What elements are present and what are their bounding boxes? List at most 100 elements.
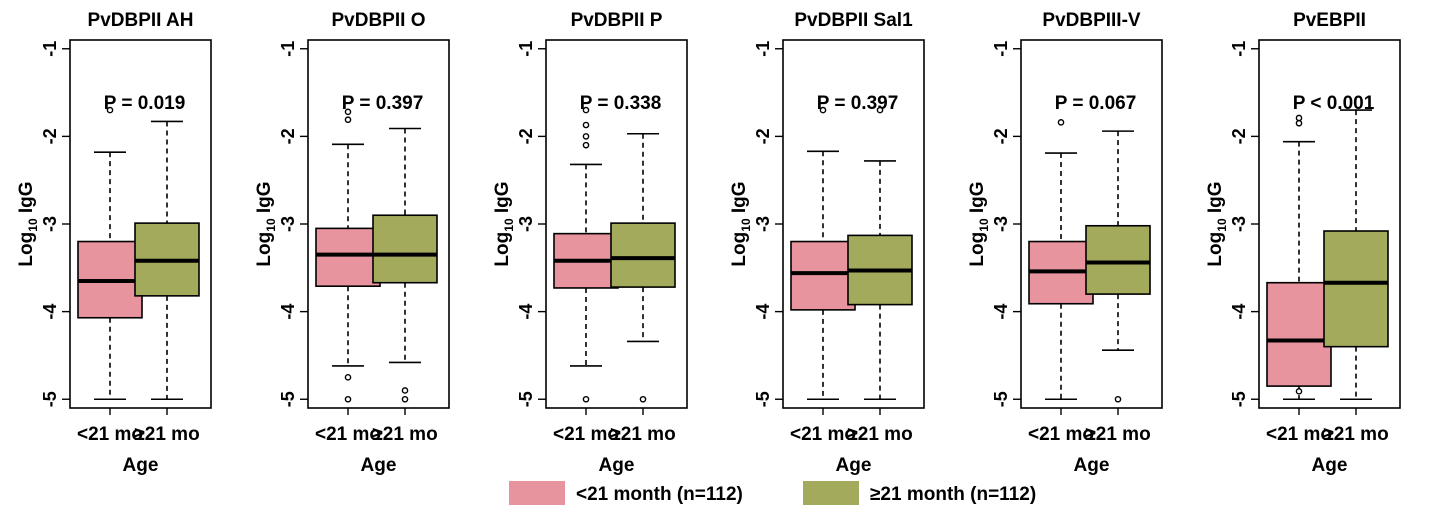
outlier-point (1114, 395, 1122, 403)
y-axis-label-subscript: 10 (502, 218, 516, 232)
panel-title: PvDBPII AH (88, 10, 194, 31)
p-value-label: P = 0.338 (580, 93, 662, 114)
outlier-point (1295, 119, 1303, 127)
y-axis-label-main: Log (254, 232, 275, 267)
y-axis-label: Log10 IgG (967, 181, 991, 266)
y-axis-label: Log10 IgG (254, 181, 278, 266)
y-tick-label: -2 (991, 128, 1011, 144)
y-axis-label-subscript: 10 (26, 218, 40, 232)
outlier-point (1057, 119, 1065, 126)
y-tick-label: -3 (753, 216, 773, 232)
y-tick-label: -1 (1229, 41, 1249, 57)
outlier-point (582, 141, 590, 149)
outlier-point (401, 395, 409, 403)
outlier-point (344, 395, 352, 403)
y-tick-label: -4 (753, 304, 773, 320)
y-tick-label: -4 (40, 304, 60, 320)
outlier-point (639, 395, 647, 403)
iqr-box (372, 214, 438, 284)
y-axis-label: Log10 IgG (492, 181, 516, 266)
iqr-box (1085, 224, 1151, 295)
x-tick-label: <21 mo (1266, 424, 1332, 445)
panel-3: PvDBPII Sal1 -1 -2 -3 -4 -5 Log10 IgG <21 mo≥21… (729, 10, 925, 476)
x-tick-label: <21 mo (790, 424, 856, 445)
x-axis-label: Age (599, 455, 635, 476)
iqr-box (790, 240, 856, 311)
panel-title: PvDBPII O (332, 10, 426, 31)
outlier-point (582, 106, 590, 114)
y-tick-label: -2 (516, 128, 536, 144)
x-tick-label: <21 mo (315, 424, 381, 445)
y-tick-label: -4 (278, 304, 298, 320)
p-value-label: P = 0.397 (817, 93, 899, 114)
panel-1: PvDBPII O -1 -2 -3 -4 -5 Log10 IgG <21 mo≥21 mo… (254, 10, 450, 476)
outlier-point (819, 106, 827, 114)
x-tick-label: ≥21 mo (847, 424, 912, 445)
legend-swatch (509, 481, 565, 505)
y-tick-label: -3 (40, 216, 60, 232)
y-axis-label-subscript: 10 (739, 218, 753, 232)
y-tick-label: -2 (40, 128, 60, 144)
y-axis-label-rest: IgG (492, 181, 513, 218)
x-axis-label: Age (836, 455, 872, 476)
outlier-point (582, 121, 590, 129)
panel-0: PvDBPII AH -1 -2 -3 -4 -5 Log10 IgG <21 mo≥21 m… (16, 10, 212, 476)
y-axis-label-main: Log (1205, 232, 1226, 267)
y-axis-label: Log10 IgG (16, 181, 40, 266)
y-axis-label-main: Log (16, 232, 37, 267)
outlier-point (106, 106, 114, 114)
y-tick-label: -5 (753, 391, 773, 407)
iqr-box (315, 227, 381, 288)
x-axis-label: Age (1312, 455, 1348, 476)
panel-2: PvDBPII P -1 -2 -3 -4 -5 Log10 IgG <21 mo≥21 mo… (492, 10, 688, 476)
x-tick-label: <21 mo (1028, 424, 1094, 445)
y-tick-label: -1 (753, 41, 773, 57)
y-tick-label: -5 (40, 391, 60, 407)
outlier-point (582, 133, 590, 140)
outlier-point (344, 108, 352, 116)
legend-label: ≥21 month (n=112) (870, 484, 1036, 505)
x-tick-label: ≥21 mo (134, 424, 199, 445)
iqr-box (1266, 281, 1332, 387)
y-tick-label: -4 (516, 304, 536, 320)
y-tick-label: -5 (991, 391, 1011, 407)
p-value-label: P = 0.019 (104, 93, 186, 114)
p-value-label: P = 0.067 (1055, 93, 1137, 114)
y-tick-label: -3 (1229, 216, 1249, 232)
x-tick-label: <21 mo (77, 424, 143, 445)
iqr-box (1323, 230, 1389, 348)
panel-5: PvEBPII -1 -2 -3 -4 -5 Log10 IgG <21 mo≥21 mo Ag… (1205, 10, 1401, 476)
y-axis-label-main: Log (492, 232, 513, 267)
p-value-label: P = 0.397 (342, 93, 424, 114)
outlier-point (876, 106, 884, 114)
y-axis-label-main: Log (729, 232, 750, 267)
y-axis-label-rest: IgG (729, 181, 750, 218)
iqr-box (610, 222, 676, 288)
y-tick-label: -5 (516, 391, 536, 407)
y-tick-label: -3 (991, 216, 1011, 232)
y-tick-label: -5 (278, 391, 298, 407)
legend-label: <21 month (n=112) (576, 484, 743, 505)
y-axis-label-rest: IgG (967, 181, 988, 218)
legend-swatch (803, 481, 859, 505)
panel-title: PvDBPII Sal1 (794, 10, 913, 31)
y-axis-label: Log10 IgG (729, 181, 753, 266)
y-axis-label-subscript: 10 (264, 218, 278, 232)
x-axis-label: Age (123, 455, 159, 476)
y-axis-label-subscript: 10 (1215, 218, 1229, 232)
x-axis-label: Age (1074, 455, 1110, 476)
x-tick-label: ≥21 mo (1085, 424, 1150, 445)
y-tick-label: -1 (40, 41, 60, 57)
outlier-point (344, 374, 352, 381)
p-value-label: P < 0.001 (1293, 93, 1375, 114)
x-tick-label: ≥21 mo (372, 424, 437, 445)
y-axis-label: Log10 IgG (1205, 181, 1229, 266)
x-tick-label: <21 mo (553, 424, 619, 445)
y-tick-label: -3 (278, 216, 298, 232)
y-axis-label-rest: IgG (254, 181, 275, 218)
panel-title: PvDBPIII-V (1042, 10, 1141, 31)
y-axis-label-main: Log (967, 232, 988, 267)
y-tick-label: -1 (516, 41, 536, 57)
y-axis-label-rest: IgG (16, 181, 37, 218)
